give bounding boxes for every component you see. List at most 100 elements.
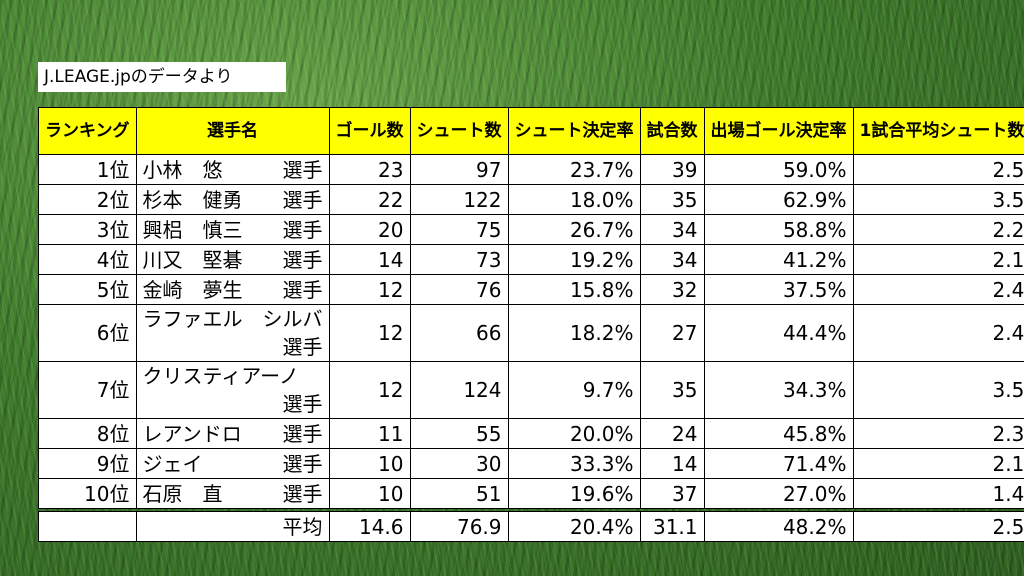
- appearance-rate-cell: 71.4%: [703, 448, 854, 479]
- goals-cell: 11: [328, 418, 411, 449]
- player-suffix: 選手: [282, 451, 323, 476]
- shot-rate-cell: 33.3%: [507, 448, 641, 479]
- matches-cell: 35: [639, 184, 705, 215]
- rank-cell: 10位: [38, 478, 137, 511]
- shot-rate-cell: 23.7%: [507, 154, 641, 185]
- player-suffix: 選手: [282, 481, 323, 506]
- average-label: 平均: [135, 508, 330, 542]
- shot-rate-cell: 19.6%: [507, 478, 641, 511]
- table-row: 9位 ジェイ 選手 10 30 33.3% 14 71.4% 2.1: [38, 448, 1024, 479]
- average-row: 平均 14.6 76.9 20.4% 31.1 48.2% 2.5: [38, 508, 1024, 542]
- player-name-cell: レアンドロ 選手: [135, 418, 330, 449]
- shot-rate-cell: 9.7%: [507, 361, 641, 419]
- matches-cell: 32: [639, 274, 705, 305]
- rank-cell: 1位: [38, 154, 137, 185]
- appearance-rate-cell: 59.0%: [703, 154, 854, 185]
- shot-rate-cell: 19.2%: [507, 244, 641, 275]
- player-name-cell: 杉本 健勇 選手: [135, 184, 330, 215]
- player-name-cell: 石原 直 選手: [135, 478, 330, 511]
- appearance-rate-cell: 58.8%: [703, 214, 854, 245]
- rank-cell: 3位: [38, 214, 137, 245]
- goals-cell: 20: [328, 214, 411, 245]
- player-name: 石原 直: [142, 481, 223, 506]
- shots-per-match-cell: 2.2: [852, 214, 1024, 245]
- shots-per-match-cell: 2.1: [852, 244, 1024, 275]
- header-shots-per-match: 1試合平均シュート数: [852, 107, 1024, 155]
- table-row: 5位 金崎 夢生 選手 12 76 15.8% 32 37.5% 2.4: [38, 274, 1024, 305]
- player-name-cell: クリスティアーノ選手: [135, 361, 330, 419]
- average-blank-cell: [38, 508, 137, 542]
- player-suffix: 選手: [282, 392, 323, 416]
- appearance-rate-cell: 27.0%: [703, 478, 854, 511]
- player-name-cell: 興梠 慎三 選手: [135, 214, 330, 245]
- player-suffix: 選手: [282, 157, 323, 182]
- table-row: 6位 ラファエル シルバ 選手 12 66 18.2% 27 44.4% 2.4: [38, 304, 1024, 362]
- header-matches: 試合数: [639, 107, 705, 155]
- header-goals: ゴール数: [328, 107, 411, 155]
- goals-cell: 12: [328, 361, 411, 419]
- table-row: 2位 杉本 健勇 選手 22 122 18.0% 35 62.9% 3.5: [38, 184, 1024, 215]
- player-name: クリスティアーノ: [142, 364, 299, 388]
- player-name: ラファエル シルバ: [142, 307, 323, 331]
- table-row: 10位 石原 直 選手 10 51 19.6% 37 27.0% 1.4: [38, 478, 1024, 511]
- appearance-rate-cell: 34.3%: [703, 361, 854, 419]
- player-suffix: 選手: [282, 335, 323, 359]
- goals-cell: 10: [328, 448, 411, 479]
- header-rank: ランキング: [38, 107, 137, 155]
- shot-rate-cell: 18.0%: [507, 184, 641, 215]
- player-name: 杉本 健勇: [142, 187, 243, 212]
- shots-cell: 66: [409, 304, 509, 362]
- shot-rate-cell: 26.7%: [507, 214, 641, 245]
- header-shot-rate: シュート決定率: [507, 107, 641, 155]
- appearance-rate-cell: 45.8%: [703, 418, 854, 449]
- ranking-body: 1位 小林 悠選手 23 97 23.7% 39 59.0% 2.5 2位 杉本 健勇 選手 22 12…: [38, 154, 1024, 511]
- shot-rate-cell: 20.0%: [507, 418, 641, 449]
- matches-cell: 37: [639, 478, 705, 511]
- header-player: 選手名: [135, 107, 330, 155]
- table-row: 4位 川又 堅碁 選手 14 73 19.2% 34 41.2% 2.1: [38, 244, 1024, 275]
- table-row: 3位 興梠 慎三 選手 20 75 26.7% 34 58.8% 2.2: [38, 214, 1024, 245]
- shots-cell: 73: [409, 244, 509, 275]
- rank-cell: 5位: [38, 274, 137, 305]
- rank-cell: 7位: [38, 361, 137, 419]
- table-row: 1位 小林 悠 選手 23 97 23.7% 39 59.0% 2.5: [38, 154, 1024, 185]
- player-name: 小林 悠: [142, 157, 223, 182]
- shots-cell: 76: [409, 274, 509, 305]
- player-name-cell: ラファエル シルバ選手: [135, 304, 330, 362]
- shots-per-match-cell: 2.5: [852, 154, 1024, 185]
- appearance-rate-cell: 41.2%: [703, 244, 854, 275]
- player-name-cell: 川又 堅碁 選手: [135, 244, 330, 275]
- rank-cell: 9位: [38, 448, 137, 479]
- matches-cell: 24: [639, 418, 705, 449]
- header-appearance-rate: 出場ゴール決定率: [703, 107, 854, 155]
- player-name: レアンドロ: [142, 421, 242, 446]
- player-name-cell: ジェイ 選手: [135, 448, 330, 479]
- player-name: 興梠 慎三: [142, 217, 243, 242]
- shots-cell: 75: [409, 214, 509, 245]
- goals-cell: 14: [328, 244, 411, 275]
- table-row: 7位 クリスティアーノ 選手 12 124 9.7% 35 34.3% 3.5: [38, 361, 1024, 419]
- source-label: J.LEAGE.jpのデータより: [38, 62, 286, 92]
- matches-cell: 27: [639, 304, 705, 362]
- shots-cell: 124: [409, 361, 509, 419]
- shot-rate-cell: 15.8%: [507, 274, 641, 305]
- goals-cell: 10: [328, 478, 411, 511]
- shots-per-match-cell: 3.5: [852, 361, 1024, 419]
- matches-cell: 34: [639, 214, 705, 245]
- shots-cell: 97: [409, 154, 509, 185]
- shots-per-match-cell: 2.3: [852, 418, 1024, 449]
- shots-per-match-cell: 2.4: [852, 304, 1024, 362]
- rank-cell: 6位: [38, 304, 137, 362]
- matches-cell: 14: [639, 448, 705, 479]
- appearance-rate-cell: 37.5%: [703, 274, 854, 305]
- player-suffix: 選手: [282, 421, 323, 446]
- player-name: ジェイ: [142, 451, 203, 476]
- average-shots-per-match: 2.5: [852, 508, 1024, 542]
- goals-cell: 12: [328, 304, 411, 362]
- average-goals: 14.6: [328, 508, 411, 542]
- average-shot-rate: 20.4%: [507, 508, 641, 542]
- shots-cell: 55: [409, 418, 509, 449]
- player-name: 金崎 夢生: [142, 277, 243, 302]
- rank-cell: 4位: [38, 244, 137, 275]
- goals-cell: 22: [328, 184, 411, 215]
